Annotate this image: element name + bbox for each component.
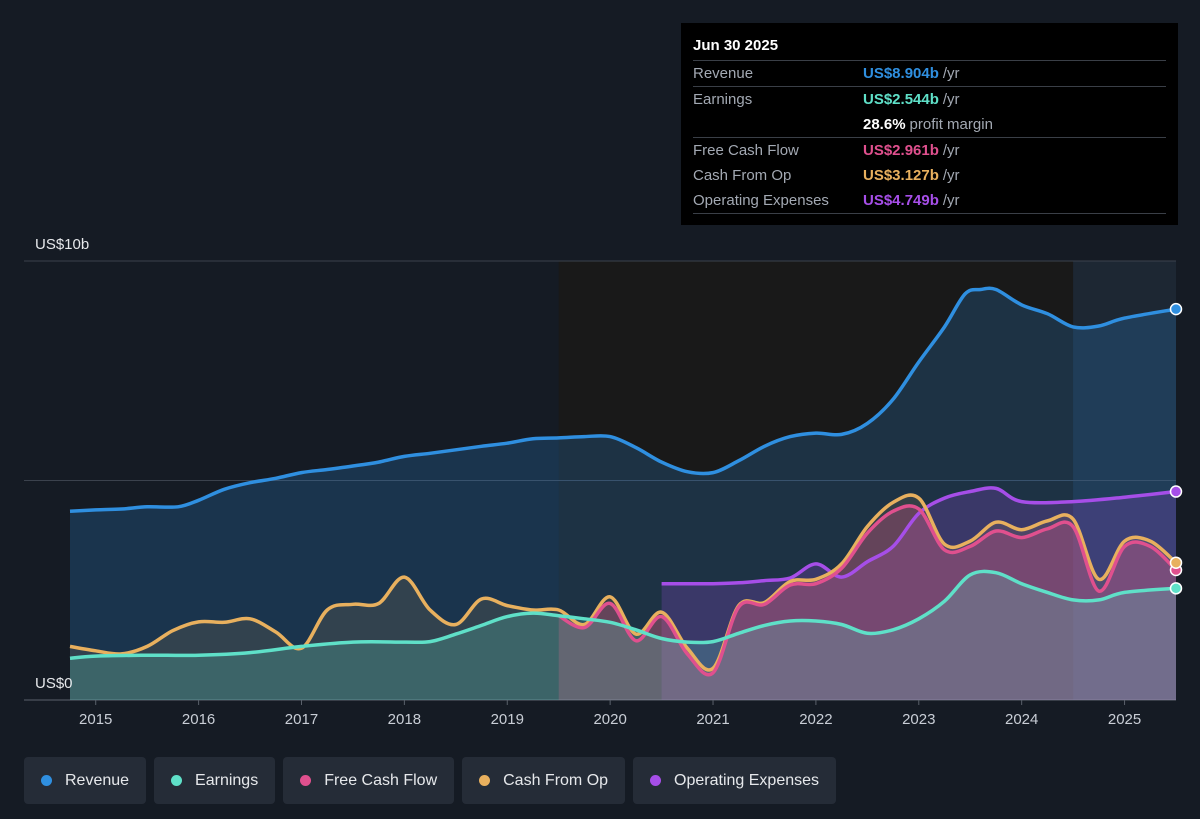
tooltip-value: 28.6% bbox=[863, 116, 906, 133]
legend-dot-icon bbox=[479, 775, 491, 786]
tooltip-date: Jun 30 2025 bbox=[693, 37, 779, 54]
x-tick-label: 2019 bbox=[491, 711, 524, 728]
area-operating-expenses bbox=[661, 487, 1176, 700]
line-cash-from-op bbox=[69, 493, 1178, 672]
tooltip-unit: /yr bbox=[942, 167, 960, 184]
y-axis-top-label: US$10b bbox=[35, 236, 89, 253]
tooltip-label: Revenue bbox=[693, 65, 754, 82]
legend-dot-icon bbox=[650, 775, 662, 786]
tooltip-row-earnings: Earnings US$2.544b /yr bbox=[693, 86, 1166, 112]
legend-label: Cash From Op bbox=[503, 771, 609, 789]
tooltip-value: US$2.961b bbox=[863, 142, 939, 159]
legend-dot-icon bbox=[41, 775, 52, 786]
legend-item-cash-from-op[interactable]: Cash From Op bbox=[462, 757, 626, 804]
tooltip-unit: /yr bbox=[942, 91, 960, 108]
tooltip-row-cash-from-op: Cash From Op US$3.127b /yr bbox=[693, 163, 1166, 188]
x-tick-label: 2020 bbox=[593, 711, 626, 728]
end-dot-revenue bbox=[1169, 302, 1183, 316]
tooltip-label: Operating Expenses bbox=[693, 192, 829, 209]
end-dot-operating-expenses bbox=[1169, 485, 1183, 498]
legend-dot-icon bbox=[171, 775, 183, 786]
tooltip: Jun 30 2025 Revenue US$8.904b /yr Earnin… bbox=[681, 23, 1178, 225]
tooltip-value: US$2.544b bbox=[863, 91, 939, 108]
y-axis-bottom-label: US$0 bbox=[35, 675, 73, 692]
legend-dot-icon bbox=[300, 775, 312, 786]
legend-label: Operating Expenses bbox=[674, 771, 820, 789]
x-tick-label: 2018 bbox=[388, 711, 421, 728]
x-tick-label: 2024 bbox=[1005, 711, 1038, 728]
legend-label: Earnings bbox=[195, 771, 259, 789]
legend-label: Revenue bbox=[65, 771, 130, 789]
legend-item-revenue[interactable]: Revenue bbox=[24, 757, 147, 804]
legend-item-operating-expenses[interactable]: Operating Expenses bbox=[633, 757, 837, 804]
x-tick-label: 2015 bbox=[79, 711, 112, 728]
legend-label: Free Cash Flow bbox=[324, 771, 438, 789]
x-tick-label: 2025 bbox=[1108, 711, 1141, 728]
x-tick-label: 2017 bbox=[285, 711, 318, 728]
x-tick-label: 2022 bbox=[799, 711, 832, 728]
tooltip-row-free-cash-flow: Free Cash Flow US$2.961b /yr bbox=[693, 137, 1166, 163]
area-cash-from-op bbox=[70, 495, 1176, 700]
line-free-cash-flow bbox=[557, 504, 1178, 677]
tooltip-row-operating-expenses: Operating Expenses US$4.749b /yr bbox=[693, 188, 1166, 214]
line-revenue bbox=[69, 286, 1177, 513]
tooltip-unit: profit margin bbox=[909, 116, 993, 133]
end-dot-earnings bbox=[1169, 582, 1183, 595]
tooltip-label: Earnings bbox=[693, 91, 753, 108]
x-tick-label: 2021 bbox=[696, 711, 729, 728]
area-earnings bbox=[70, 571, 1176, 700]
x-tick-label: 2016 bbox=[182, 711, 215, 728]
x-tick-label: 2023 bbox=[902, 711, 935, 728]
area-free-cash-flow bbox=[558, 505, 1176, 700]
line-operating-expenses bbox=[661, 486, 1177, 586]
tooltip-unit: /yr bbox=[942, 192, 960, 209]
tooltip-label: Cash From Op bbox=[693, 167, 792, 184]
tooltip-value: US$3.127b bbox=[863, 167, 939, 184]
legend: Revenue Earnings Free Cash Flow Cash Fro… bbox=[24, 757, 837, 804]
legend-item-free-cash-flow[interactable]: Free Cash Flow bbox=[283, 757, 455, 804]
tooltip-unit: /yr bbox=[942, 65, 960, 82]
tooltip-label: Free Cash Flow bbox=[693, 142, 799, 159]
line-earnings bbox=[69, 569, 1177, 661]
tooltip-row-revenue: Revenue US$8.904b /yr bbox=[693, 60, 1166, 86]
tooltip-unit: /yr bbox=[942, 142, 960, 159]
tooltip-row-profit-margin: 28.6% profit margin bbox=[693, 112, 1166, 137]
end-dot-cash-from-op bbox=[1169, 556, 1183, 569]
tooltip-value: US$8.904b bbox=[863, 65, 939, 82]
legend-item-earnings[interactable]: Earnings bbox=[154, 757, 276, 804]
tooltip-value: US$4.749b bbox=[863, 192, 939, 209]
